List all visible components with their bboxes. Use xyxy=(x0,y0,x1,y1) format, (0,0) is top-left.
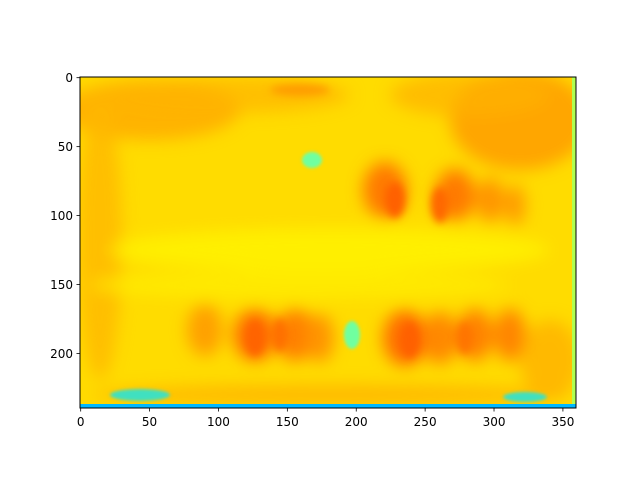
y-tick-label: 150 xyxy=(50,278,73,292)
plot-frame xyxy=(79,76,577,409)
heatmap-image xyxy=(80,77,576,408)
x-tick-label: 50 xyxy=(142,415,157,429)
y-axis: 0 50 100 150 200 xyxy=(50,71,80,361)
y-tick-label: 50 xyxy=(58,140,73,154)
y-tick-label: 100 xyxy=(50,209,73,223)
x-tick-label: 350 xyxy=(551,415,574,429)
y-tick-label: 200 xyxy=(50,347,73,361)
x-tick-label: 100 xyxy=(207,415,230,429)
x-tick-label: 150 xyxy=(276,415,299,429)
x-axis: 0 50 100 150 200 250 300 350 xyxy=(77,408,574,429)
y-tick-label: 0 xyxy=(65,71,73,85)
x-tick-label: 0 xyxy=(77,415,85,429)
x-tick-label: 300 xyxy=(483,415,506,429)
x-tick-label: 250 xyxy=(414,415,437,429)
x-tick-label: 200 xyxy=(345,415,368,429)
